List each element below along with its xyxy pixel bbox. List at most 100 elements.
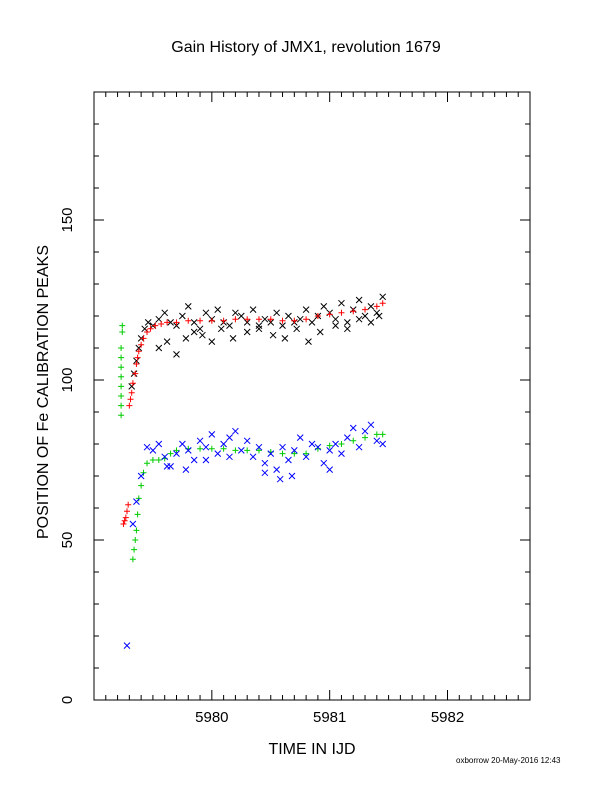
data-point [226,453,233,461]
data-point [190,328,198,336]
data-point [375,312,383,320]
data-point [343,434,351,441]
y-tick-label: 0 [59,696,76,704]
y-tick-label: 100 [59,367,76,392]
data-point [118,383,125,390]
chart-title: Gain History of JMX1, revolution 1679 [171,39,441,56]
data-point [144,319,152,326]
data-point [226,434,233,441]
data-point [128,383,136,390]
data-point [202,443,210,451]
data-point [126,402,133,409]
data-point [367,303,375,310]
data-point [135,348,142,355]
data-point [217,325,225,333]
data-point [190,456,198,464]
data-point [129,520,137,528]
data-point [119,329,126,335]
data-point [355,296,363,304]
data-point [367,421,375,429]
series-1 [120,300,386,527]
data-point [208,445,215,452]
data-point [290,447,298,454]
data-point [305,338,312,345]
data-point [133,498,140,505]
series-2 [118,322,386,563]
data-point [350,437,357,444]
data-point [190,319,198,326]
data-point [302,306,310,313]
data-point [267,319,275,326]
data-point [133,527,140,534]
data-point [255,325,263,333]
data-point [184,303,192,310]
data-point [134,354,141,361]
data-point [123,508,130,515]
data-point [137,472,145,480]
data-point [355,315,363,323]
data-point [343,319,351,326]
data-point [143,443,151,451]
data-point [196,325,204,333]
data-point [237,447,245,454]
data-point [255,447,262,454]
data-point [173,319,180,326]
data-point [155,440,163,448]
data-point [326,311,333,318]
data-point [155,344,163,352]
data-point [202,309,210,317]
data-point [296,315,304,323]
data-point [255,443,263,451]
data-point [208,338,216,345]
data-point [320,459,328,467]
data-point [273,466,281,473]
data-point [362,306,369,313]
data-point [202,456,210,464]
data-point [118,345,125,351]
data-point [129,380,136,387]
data-point [226,322,233,329]
data-point [279,450,286,457]
data-point [373,309,381,317]
data-point [199,331,206,339]
data-point [163,463,171,470]
data-point [338,450,345,457]
data-point [138,482,145,489]
data-point [338,299,345,307]
data-point [249,453,257,461]
data-point [185,317,192,324]
data-point [118,364,125,371]
data-point [135,495,142,502]
data-point [291,317,298,324]
data-point [161,309,169,317]
data-point [149,457,156,463]
data-point [196,437,204,445]
data-point [179,440,186,448]
data-point [314,313,321,319]
data-point [164,319,171,326]
data-point [182,335,190,342]
data-point [279,317,286,324]
data-point [158,321,165,327]
data-point [326,442,333,449]
data-point [255,322,263,329]
data-point [214,306,222,313]
data-point [243,437,251,445]
data-point [273,309,281,317]
data-points [118,293,387,649]
data-point [123,642,131,649]
data-point [338,441,345,447]
data-point [244,447,251,454]
data-point [237,312,245,320]
data-point [279,322,286,329]
data-point [355,443,363,451]
data-point [303,316,310,323]
data-point [343,325,351,333]
data-point [308,319,316,326]
data-point [118,412,125,419]
data-point [120,521,127,527]
footer-stamp: oxborrow 20-May-2016 12:43 [456,756,561,765]
data-point [261,459,269,467]
data-point [129,556,136,563]
data-point [267,450,275,457]
